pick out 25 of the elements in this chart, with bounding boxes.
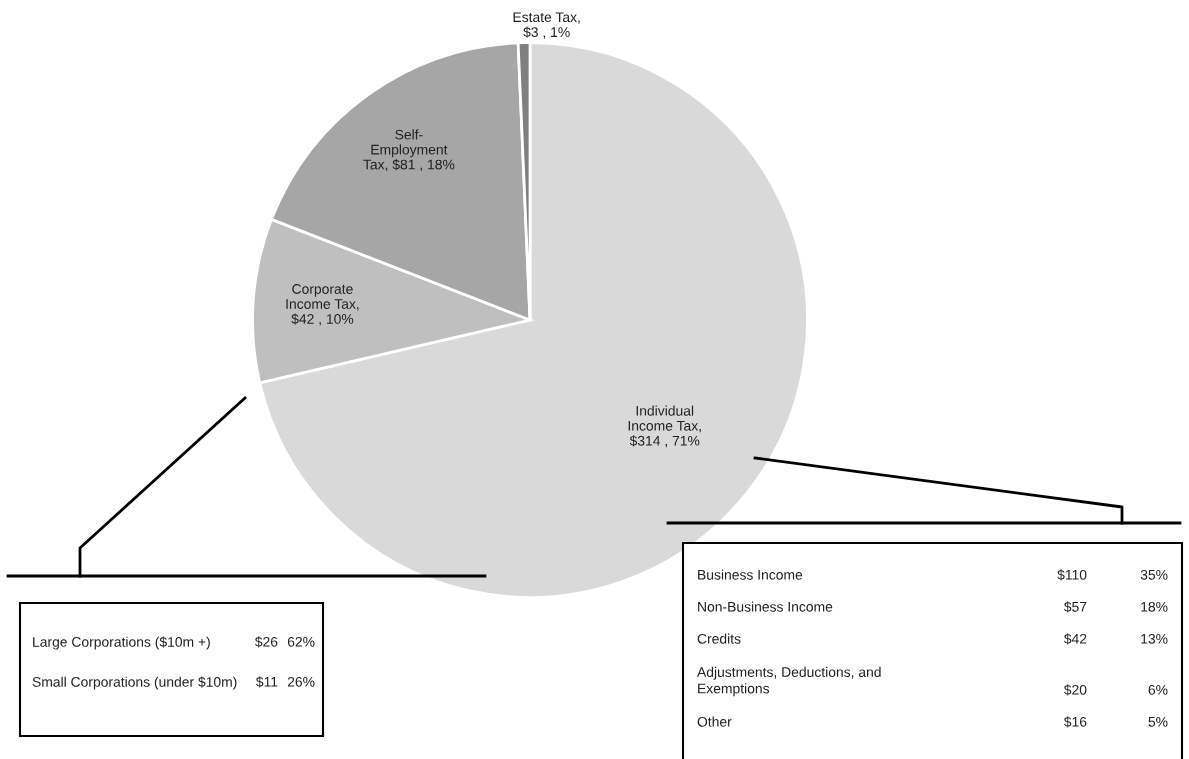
- text: $57: [1063, 601, 1087, 613]
- text: Large Corporations ($10m +): [33, 636, 210, 650]
- text: 35%: [1140, 569, 1168, 580]
- text: $42: [1063, 633, 1087, 645]
- text: 26%: [287, 676, 315, 687]
- text: $110: [1057, 569, 1087, 581]
- text: 6%: [1148, 684, 1168, 695]
- text: 5%: [1148, 716, 1168, 727]
- text: $26: [254, 636, 278, 648]
- text: Non-Business Income: [698, 601, 833, 612]
- text: 13%: [1141, 633, 1168, 644]
- slice-label: Self- Employment Tax, $81 , 18%: [363, 129, 455, 172]
- text: $20: [1063, 684, 1087, 696]
- text: 18%: [1141, 601, 1168, 612]
- text: Business Income: [698, 569, 803, 580]
- text: Adjustments, Deductions, and Exemptions: [697, 666, 881, 697]
- text: $16: [1063, 716, 1087, 728]
- text: Credits: [697, 633, 741, 644]
- slice-label: Individual Income Tax, $314 , 71%: [628, 405, 701, 448]
- slice-label: Estate Tax, $3 , 1%: [513, 12, 580, 39]
- slice-label: Corporate Income Tax, $42 , 10%: [286, 284, 359, 326]
- text: Small Corporations (under $10m): [32, 676, 237, 690]
- text: Other: [697, 716, 732, 727]
- text: $11: [256, 676, 278, 688]
- text: 62%: [287, 636, 315, 647]
